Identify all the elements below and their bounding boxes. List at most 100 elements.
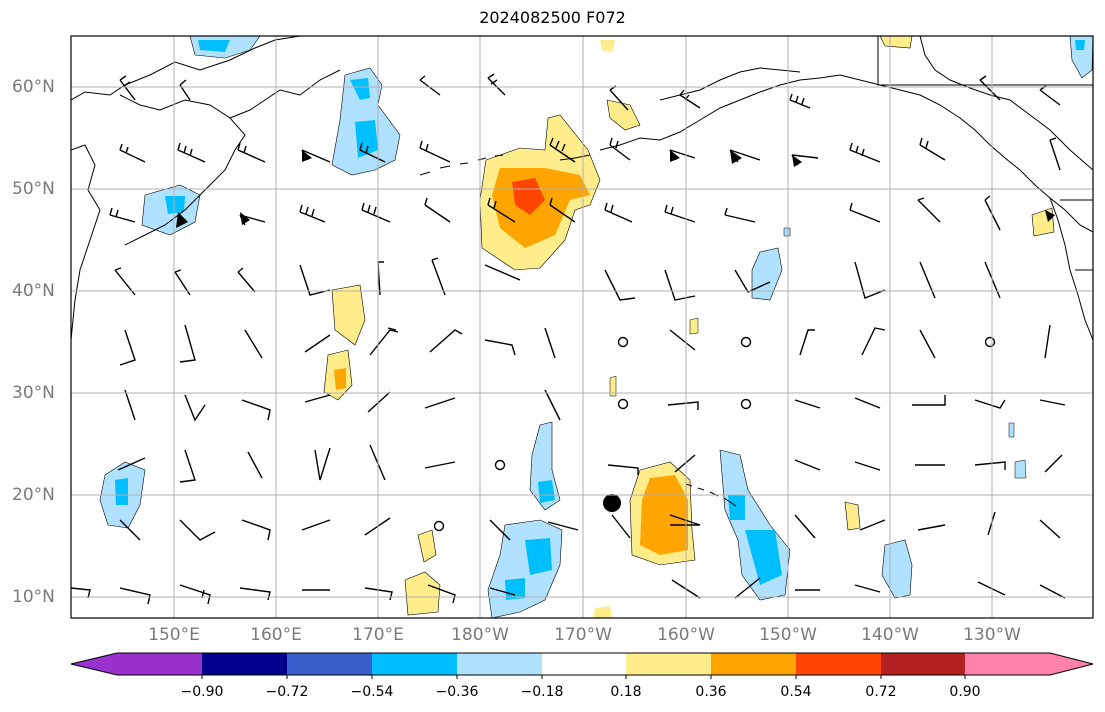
wind-barb — [1044, 454, 1063, 473]
wind-barb — [119, 143, 146, 163]
wind-barb — [544, 327, 556, 359]
colorbar-extend-high — [965, 653, 1093, 675]
lat-label: 60°N — [12, 77, 55, 97]
wind-barb — [544, 389, 561, 421]
colorbar-tick-label: 0.90 — [949, 684, 981, 700]
barb-flag — [1045, 210, 1055, 222]
anomaly-area — [350, 78, 370, 100]
wind-barb — [1039, 85, 1061, 106]
wind-barb — [734, 577, 761, 599]
colorbar-extend-low — [71, 653, 202, 675]
barb-flag — [240, 212, 250, 225]
wind-barb — [119, 329, 136, 366]
wind-barb — [427, 584, 456, 604]
wind-barb — [109, 207, 136, 223]
anomaly-area — [1031, 207, 1055, 237]
wind-barb — [489, 587, 516, 596]
anomaly-area — [165, 196, 185, 214]
hawaii-islands — [685, 483, 737, 507]
wind-barb — [859, 519, 886, 531]
wind-barb — [241, 519, 271, 541]
wind-barb — [179, 449, 196, 483]
wind-barb — [854, 261, 886, 299]
wind-barb — [237, 142, 266, 163]
lon-label: 150°E — [148, 625, 200, 645]
colorbar-segment — [202, 653, 287, 675]
lon-label: 180°W — [451, 625, 509, 645]
wind-barb — [854, 461, 881, 471]
anomaly-area — [334, 368, 346, 390]
wind-barb — [917, 524, 946, 531]
anomaly-area — [783, 227, 791, 237]
wind-barb — [177, 142, 206, 163]
alaska-coastline — [559, 36, 1093, 233]
wind-barb — [1049, 137, 1061, 171]
wind-barb — [794, 399, 821, 409]
wind-barb — [919, 137, 946, 161]
wind-barb — [419, 140, 451, 163]
wind-barb — [179, 519, 216, 541]
anomaly-area — [745, 530, 782, 585]
colorbar-segment — [457, 653, 542, 675]
colorbar-tick-label: 0.72 — [865, 684, 897, 700]
wind-barb — [974, 461, 1006, 470]
wind-barb — [431, 257, 446, 296]
anomaly-area — [1075, 40, 1085, 50]
colorbar-segment — [287, 653, 372, 675]
anomaly-area — [728, 495, 745, 520]
wind-barb — [484, 339, 516, 356]
lon-label: 140°W — [861, 625, 919, 645]
anomaly-area — [538, 480, 555, 503]
calm-wind-circle — [617, 336, 629, 348]
wind-barb — [367, 391, 391, 413]
calm-wind-markers — [433, 336, 996, 532]
barb-flags — [176, 150, 1055, 228]
colorbar-segment — [372, 653, 457, 675]
wind-barb — [119, 519, 141, 541]
anomaly-area — [525, 538, 552, 575]
calm-wind-circle — [740, 398, 752, 410]
wind-barb — [314, 447, 331, 481]
colorbar-outline — [70, 652, 1094, 676]
calm-wind-circle — [984, 336, 996, 348]
aleutian-islands — [419, 154, 504, 176]
map-frame — [70, 35, 1094, 619]
wind-barb — [919, 261, 936, 299]
anomaly-area — [1014, 459, 1027, 479]
colorbar — [70, 652, 1094, 679]
barb-flag — [792, 155, 802, 167]
wind-barb — [917, 197, 941, 223]
asia-coastline — [71, 36, 341, 341]
wind-barb — [724, 207, 756, 223]
wind-barb — [424, 461, 456, 469]
anomaly-area — [404, 571, 441, 616]
wind-barb — [117, 457, 146, 471]
wind-barb — [604, 202, 633, 223]
anomaly-area — [417, 529, 437, 563]
wind-barb — [179, 324, 196, 363]
wind-barb — [304, 394, 331, 403]
anomaly-area — [844, 501, 861, 531]
wind-barb — [377, 261, 384, 296]
barb-flag — [670, 150, 680, 162]
lat-label: 40°N — [12, 281, 55, 301]
anomaly-area — [609, 375, 617, 397]
wind-barb — [549, 197, 576, 223]
wind-barbs — [71, 73, 1066, 605]
anomaly-area — [719, 449, 791, 601]
wind-barb — [429, 329, 463, 353]
wind-barb — [361, 202, 391, 223]
wind-barb — [974, 399, 1006, 409]
lon-label: 170°W — [554, 625, 612, 645]
wind-barb — [184, 394, 206, 422]
lon-label: 160°E — [250, 625, 302, 645]
anomaly-area — [512, 178, 545, 215]
lon-label: 170°E — [352, 625, 404, 645]
wind-barb — [919, 329, 936, 359]
wind-barb — [489, 519, 511, 541]
barb-flag — [176, 212, 188, 228]
wind-barb — [244, 329, 263, 359]
wind-barb — [1039, 399, 1066, 406]
lon-label: 150°W — [759, 625, 817, 645]
lon-label: 160°W — [657, 625, 715, 645]
